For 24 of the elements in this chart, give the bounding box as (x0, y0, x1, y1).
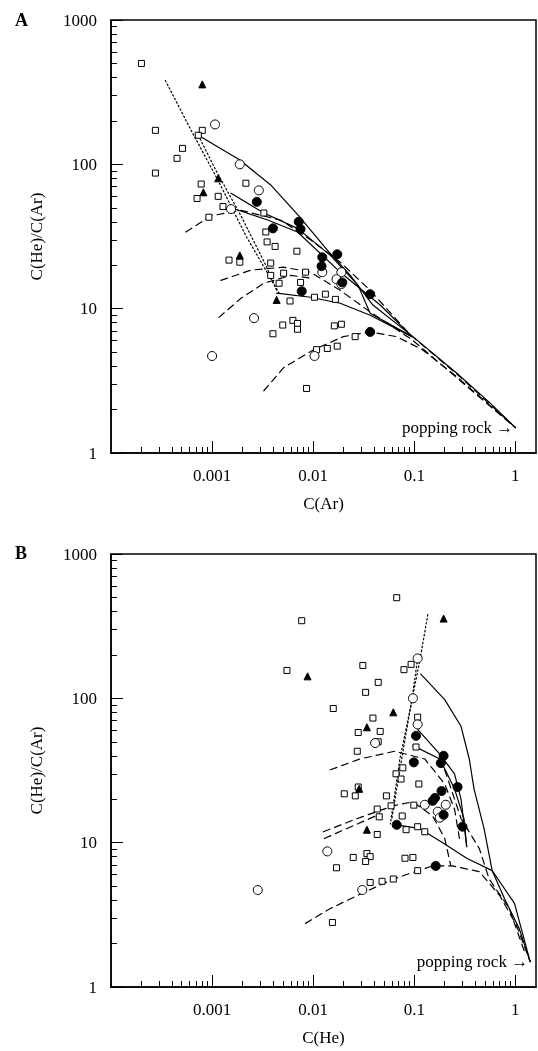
y-tick-label: 10 (80, 833, 97, 853)
y-axis-title: C(He)/C(Ar) (27, 726, 46, 815)
x-tick-label: 0.1 (403, 466, 425, 485)
annotation: popping rock → (416, 952, 529, 972)
y-tick-label: 10 (80, 299, 97, 319)
y-tick-label: 100 (71, 688, 97, 708)
chart-title: B (15, 543, 28, 563)
y-axis-title: C(He)/C(Ar) (27, 192, 46, 281)
y-tick-label: 1 (88, 443, 97, 463)
x-tick-label: 0.01 (298, 466, 329, 485)
x-tick-label: 0.1 (403, 1000, 425, 1019)
chart-title: A (15, 10, 28, 30)
x-tick-label: 0.001 (192, 466, 232, 485)
y-tick-label: 1 (88, 977, 97, 997)
y-tick-label: 100 (71, 154, 97, 174)
x-tick-label: 1 (511, 466, 520, 485)
x-tick-label: 0.01 (298, 1000, 329, 1019)
x-tick-label: 1 (511, 1000, 520, 1019)
y-tick-label: 1000 (63, 10, 97, 30)
annotation: popping rock → (401, 418, 514, 438)
y-tick-label: 1000 (63, 544, 97, 564)
x-axis-title: C(He) (302, 1028, 345, 1047)
x-tick-label: 0.001 (192, 1000, 232, 1019)
x-axis-title: C(Ar) (303, 494, 344, 513)
